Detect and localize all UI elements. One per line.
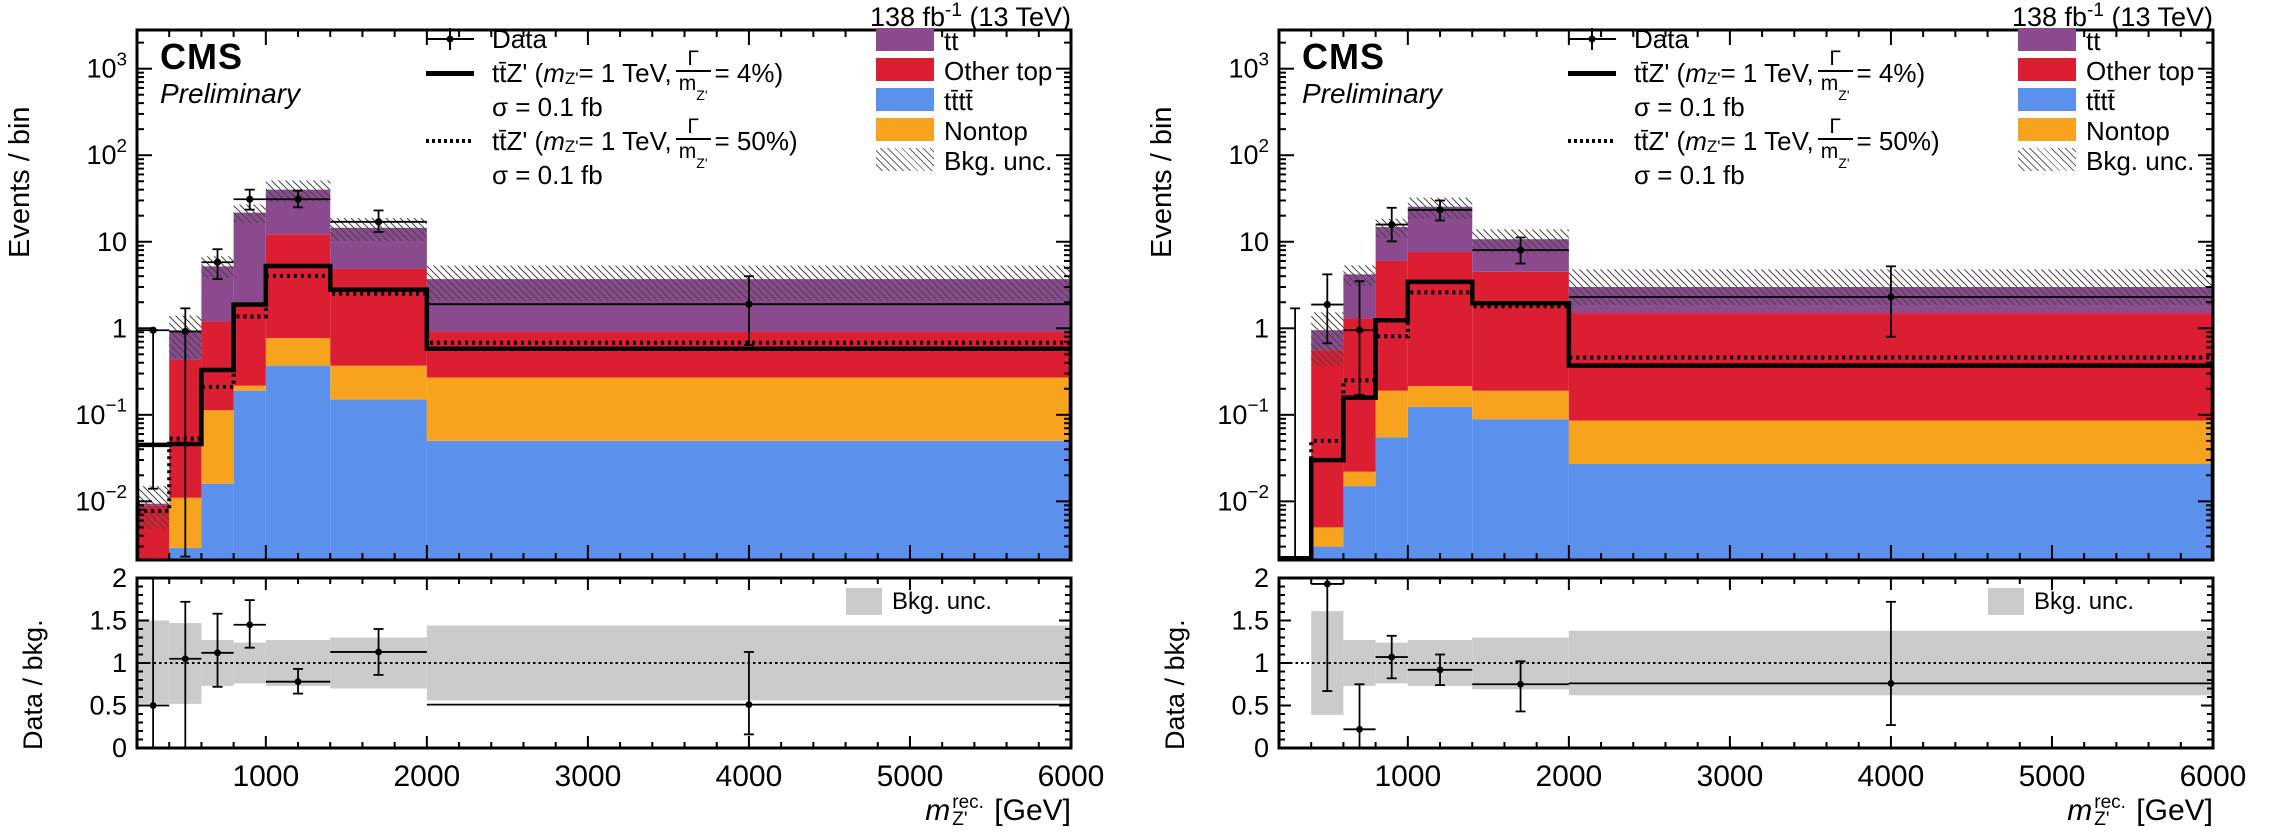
tttt-swatch xyxy=(2018,88,2076,111)
tt-swatch xyxy=(876,28,934,51)
svg-text:2000: 2000 xyxy=(1535,760,1602,793)
cms-logo-text: CMS xyxy=(1302,36,1385,77)
legend-signal-wide-xsec: σ = 0.1 fb xyxy=(492,160,603,190)
other-top-swatch xyxy=(2018,58,2076,81)
svg-text:2000: 2000 xyxy=(393,760,460,793)
nontop-swatch xyxy=(876,118,934,141)
svg-text:10: 10 xyxy=(97,227,127,257)
ratio-y-axis-title: Data / bkg. xyxy=(18,619,48,750)
y-axis-title: Events / bin xyxy=(1146,106,1178,258)
svg-text:1.5: 1.5 xyxy=(89,606,127,636)
legend-tttt-label: tt̄tt̄ xyxy=(944,86,973,116)
solid-line-icon xyxy=(1566,56,1618,90)
svg-text:1: 1 xyxy=(1254,313,1269,343)
svg-text:1: 1 xyxy=(112,313,127,343)
solid-line-icon xyxy=(424,56,476,90)
ratio-y-axis-title: Data / bkg. xyxy=(1160,619,1190,750)
legend-nontop-label: Nontop xyxy=(2086,116,2170,146)
svg-text:103: 103 xyxy=(86,50,127,84)
y-axis-title: Events / bin xyxy=(4,106,36,258)
ratio-bkg-unc-label: Bkg. unc. xyxy=(892,588,993,615)
dotted-line-icon xyxy=(424,124,476,158)
svg-text:6000: 6000 xyxy=(2180,760,2247,793)
nontop-swatch xyxy=(2018,118,2076,141)
svg-text:0: 0 xyxy=(1254,733,1269,763)
svg-text:4000: 4000 xyxy=(1858,760,1925,793)
legend-bkg-unc-label: Bkg. unc. xyxy=(944,146,1053,176)
svg-text:1000: 1000 xyxy=(1374,760,1441,793)
svg-text:10−2: 10−2 xyxy=(1217,482,1269,516)
luminosity-label: 138 fb-1 (13 TeV) xyxy=(869,0,1071,32)
legend-tt-label: tt̄ xyxy=(944,26,959,56)
svg-text:6000: 6000 xyxy=(1038,760,1105,793)
svg-text:2: 2 xyxy=(1254,563,1269,593)
svg-text:103: 103 xyxy=(1228,50,1269,84)
preliminary-label: Preliminary xyxy=(1302,78,1443,109)
cms-logo-text: CMS xyxy=(160,36,243,77)
svg-text:1: 1 xyxy=(1254,648,1269,678)
legend-tt-label: tt̄ xyxy=(2086,26,2101,56)
tt-swatch xyxy=(2018,28,2076,51)
svg-text:102: 102 xyxy=(86,136,127,170)
svg-text:10−1: 10−1 xyxy=(75,396,127,430)
svg-text:3000: 3000 xyxy=(1697,760,1764,793)
preliminary-label: Preliminary xyxy=(160,78,301,109)
legend-data-label: Data xyxy=(492,23,547,54)
legend-other-top-label: Other top xyxy=(944,56,1053,86)
x-axis-title: m rec. Z' [GeV] xyxy=(925,792,1071,831)
bkg-unc-hatch-swatch xyxy=(876,148,934,171)
data-marker-icon xyxy=(1566,26,1618,52)
x-axis-title: m rec. Z' [GeV] xyxy=(2067,792,2213,831)
legend-signal-narrow-xsec: σ = 0.1 fb xyxy=(1634,92,1745,122)
svg-text:0.5: 0.5 xyxy=(89,691,127,721)
svg-text:5000: 5000 xyxy=(877,760,944,793)
svg-text:1: 1 xyxy=(112,648,127,678)
legend-data-label: Data xyxy=(1634,23,1689,54)
ratio-bkg-unc-swatch xyxy=(846,588,882,615)
legend-tttt-label: tt̄tt̄ xyxy=(2086,86,2115,116)
svg-text:3000: 3000 xyxy=(555,760,622,793)
svg-text:4000: 4000 xyxy=(716,760,783,793)
panel-left: 103 102 10 1 10−1 10−2 0 0.5 1 1.5 2 1000 2000 3000 40… xyxy=(0,0,1141,834)
legend-nontop-label: Nontop xyxy=(944,116,1028,146)
svg-text:1.5: 1.5 xyxy=(1231,606,1269,636)
legend-signal-narrow-xsec: σ = 0.1 fb xyxy=(492,92,603,122)
other-top-swatch xyxy=(876,58,934,81)
dotted-line-icon xyxy=(1566,124,1618,158)
tttt-swatch xyxy=(876,88,934,111)
svg-text:1000: 1000 xyxy=(232,760,299,793)
svg-text:0: 0 xyxy=(112,733,127,763)
panel-right: 103 102 10 1 10−1 10−2 0 0.5 1 1.5 2 1000 2000 3000 40… xyxy=(1142,0,2283,834)
data-marker-icon xyxy=(424,26,476,52)
svg-text:10−2: 10−2 xyxy=(75,482,127,516)
luminosity-label: 138 fb-1 (13 TeV) xyxy=(2011,0,2213,32)
legend-other-top-label: Other top xyxy=(2086,56,2195,86)
svg-text:2: 2 xyxy=(112,563,127,593)
svg-text:0.5: 0.5 xyxy=(1231,691,1269,721)
svg-text:5000: 5000 xyxy=(2019,760,2086,793)
legend-signal-wide-xsec: σ = 0.1 fb xyxy=(1634,160,1745,190)
svg-text:10: 10 xyxy=(1239,227,1269,257)
svg-text:102: 102 xyxy=(1228,136,1269,170)
ratio-bkg-unc-swatch xyxy=(1988,588,2024,615)
bkg-unc-hatch-swatch xyxy=(2018,148,2076,171)
ratio-bkg-unc-label: Bkg. unc. xyxy=(2034,588,2135,615)
legend-bkg-unc-label: Bkg. unc. xyxy=(2086,146,2195,176)
svg-text:10−1: 10−1 xyxy=(1217,396,1269,430)
